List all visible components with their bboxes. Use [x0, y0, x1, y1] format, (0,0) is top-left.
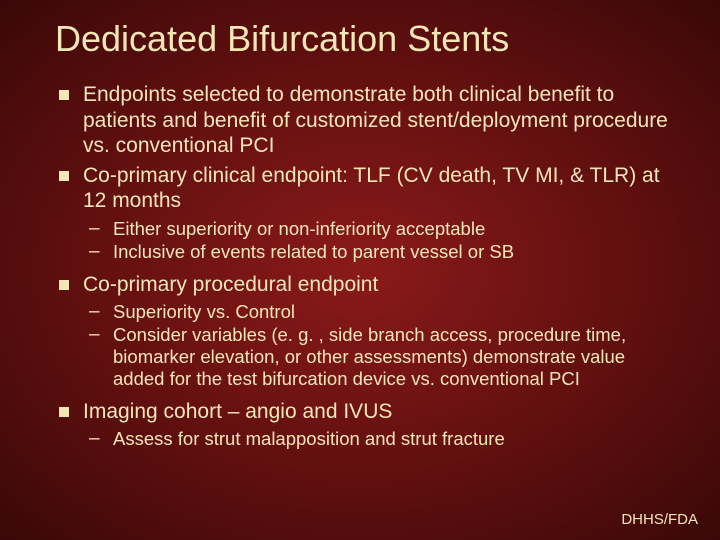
slide: Dedicated Bifurcation Stents Endpoints s… [0, 0, 720, 540]
sub-bullet-text: Either superiority or non-inferiority ac… [113, 218, 485, 240]
square-bullet-icon [59, 90, 69, 100]
dash-bullet-icon: – [89, 301, 103, 324]
sub-bullet-item: – Either superiority or non-inferiority … [89, 218, 680, 241]
spacer [59, 264, 680, 272]
dash-bullet-icon: – [89, 324, 103, 347]
sub-bullet-text: Superiority vs. Control [113, 301, 295, 323]
bullet-item: Co-primary procedural endpoint [59, 272, 680, 298]
sub-bullet-text: Inclusive of events related to parent ve… [113, 241, 514, 263]
sub-bullet-item: – Inclusive of events related to parent … [89, 241, 680, 264]
square-bullet-icon [59, 280, 69, 290]
bullet-item: Endpoints selected to demonstrate both c… [59, 82, 680, 159]
bullet-text: Co-primary procedural endpoint [83, 272, 378, 298]
spacer [59, 391, 680, 399]
dash-bullet-icon: – [89, 241, 103, 264]
slide-content: Endpoints selected to demonstrate both c… [55, 82, 680, 451]
square-bullet-icon [59, 407, 69, 417]
sub-bullet-item: – Superiority vs. Control [89, 301, 680, 324]
dash-bullet-icon: – [89, 428, 103, 451]
bullet-text: Imaging cohort – angio and IVUS [83, 399, 392, 425]
bullet-item: Imaging cohort – angio and IVUS [59, 399, 680, 425]
dash-bullet-icon: – [89, 218, 103, 241]
bullet-text: Endpoints selected to demonstrate both c… [83, 82, 680, 159]
sub-bullet-text: Consider variables (e. g. , side branch … [113, 324, 680, 391]
footer-text: DHHS/FDA [621, 511, 698, 528]
sub-bullet-item: – Assess for strut malapposition and str… [89, 428, 680, 451]
bullet-item: Co-primary clinical endpoint: TLF (CV de… [59, 163, 680, 214]
bullet-text: Co-primary clinical endpoint: TLF (CV de… [83, 163, 680, 214]
square-bullet-icon [59, 171, 69, 181]
sub-bullet-item: – Consider variables (e. g. , side branc… [89, 324, 680, 391]
sub-bullet-text: Assess for strut malapposition and strut… [113, 428, 505, 450]
slide-title: Dedicated Bifurcation Stents [55, 18, 680, 60]
